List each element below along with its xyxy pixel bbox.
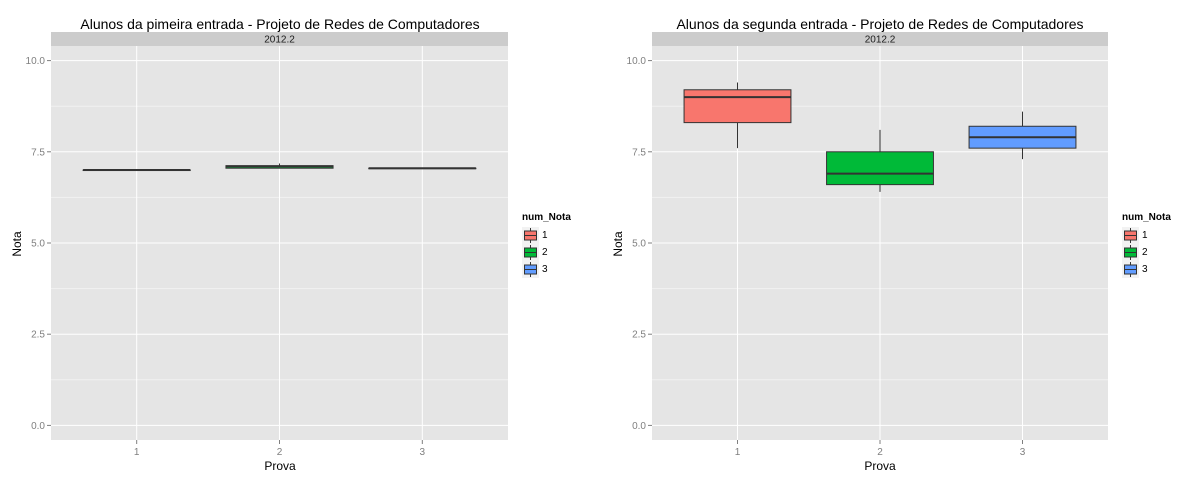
legend-key-icon [1122, 244, 1139, 261]
legend: num_Nota 1 2 3 [522, 212, 571, 278]
legend-label: 2 [1142, 247, 1148, 258]
y-tick-label: 10.0 [627, 56, 647, 67]
x-tick-label: 2 [277, 447, 283, 458]
x-tick-label: 2 [877, 447, 883, 458]
legend-key-icon [522, 261, 539, 278]
boxplot-3 [968, 111, 1077, 160]
box [683, 89, 792, 124]
x-axis-label: Prova [264, 459, 296, 473]
legend-item: 2 [1122, 244, 1171, 261]
legend-item: 1 [522, 227, 571, 244]
legend-key-icon [522, 227, 539, 244]
y-tick-label: 10.0 [26, 56, 46, 67]
legend-key-glyph [1122, 261, 1139, 278]
x-tick-label: 1 [134, 447, 140, 458]
legend-key-icon [522, 244, 539, 261]
x-tick-label: 3 [1020, 447, 1026, 458]
legend-label: 3 [1142, 264, 1148, 275]
boxplot-2 [225, 163, 334, 169]
legend-key-icon [1122, 261, 1139, 278]
boxplot-1 [82, 169, 191, 172]
y-tick-label: 0.0 [632, 421, 646, 432]
facet-strip [51, 32, 508, 46]
y-axis-label: Nota [611, 231, 625, 257]
legend-label: 3 [542, 264, 548, 275]
legend-key-glyph [1122, 227, 1139, 244]
y-tick-label: 0.0 [31, 421, 45, 432]
facet-label: 2012.2 [264, 35, 295, 46]
y-tick-label: 5.0 [632, 239, 646, 250]
legend-item: 3 [1122, 261, 1171, 278]
legend-title: num_Nota [1122, 212, 1171, 223]
x-tick-label: 1 [735, 447, 741, 458]
boxplot-1 [683, 82, 792, 149]
y-tick-label: 7.5 [632, 147, 646, 158]
boxplot-2 [826, 129, 934, 192]
legend-title: num_Nota [522, 212, 571, 223]
legend-item: 1 [1122, 227, 1171, 244]
y-tick-label: 2.5 [31, 330, 45, 341]
boxplot-3 [368, 167, 477, 170]
legend-key-glyph [522, 244, 539, 261]
y-tick-label: 7.5 [31, 147, 45, 158]
chart-panel: 2012.2 0.0 2.5 5.0 7.5 10.0 1 2 3 [26, 32, 508, 458]
legend-key-icon [1122, 227, 1139, 244]
legend-key-glyph [522, 227, 539, 244]
legend-item: 2 [522, 244, 571, 261]
y-tick-label: 2.5 [632, 330, 646, 341]
x-tick-label: 3 [420, 447, 426, 458]
legend: num_Nota 1 2 3 [1122, 212, 1171, 278]
legend-key-glyph [522, 261, 539, 278]
legend-label: 1 [542, 230, 548, 241]
chart-panel: 2012.2 0.0 2.5 5.0 7.5 10.0 1 2 3 [627, 32, 1108, 458]
x-axis-label: Prova [864, 459, 896, 473]
chart-title: Alunos da pimeira entrada - Projeto de R… [80, 16, 479, 32]
y-axis-label: Nota [10, 231, 24, 257]
y-tick-label: 5.0 [31, 239, 45, 250]
legend-item: 3 [522, 261, 571, 278]
legend-key-glyph [1122, 244, 1139, 261]
facet-label: 2012.2 [865, 35, 896, 46]
facet-strip [652, 32, 1108, 46]
legend-label: 2 [542, 247, 548, 258]
chart-title: Alunos da segunda entrada - Projeto de R… [676, 16, 1083, 32]
legend-label: 1 [1142, 230, 1148, 241]
box [826, 151, 934, 186]
